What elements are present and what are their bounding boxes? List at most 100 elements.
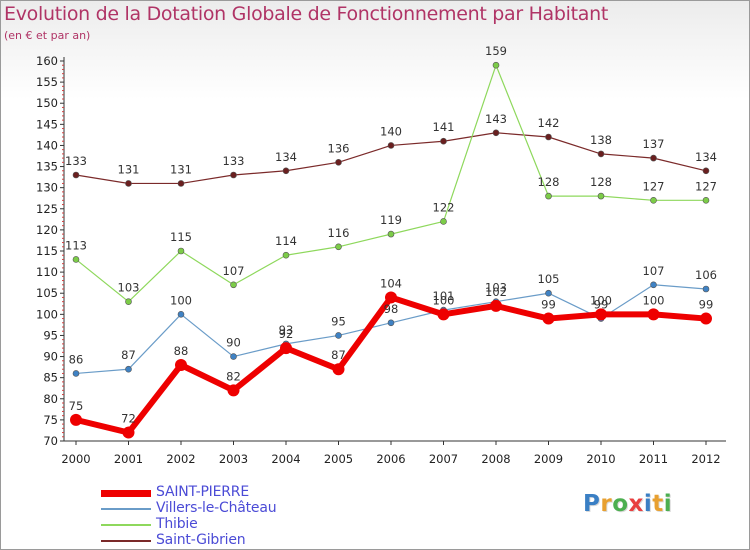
data-point[interactable] [490, 299, 502, 312]
data-point[interactable] [125, 180, 132, 187]
x-tick-label: 2012 [691, 452, 720, 466]
data-point[interactable] [177, 247, 185, 255]
data-point[interactable] [385, 291, 397, 304]
data-point[interactable] [387, 319, 395, 327]
x-tick-label: 2004 [271, 452, 300, 466]
data-label: 127 [695, 179, 717, 193]
y-tick-label: 140 [36, 138, 58, 152]
legend-label: Villers-le-Château [156, 500, 277, 516]
data-label: 95 [331, 314, 346, 328]
data-point[interactable] [702, 285, 710, 293]
data-label: 114 [275, 234, 297, 248]
x-tick-label: 2007 [429, 452, 458, 466]
data-point[interactable] [387, 230, 395, 238]
y-tick-label: 70 [43, 434, 58, 448]
data-point[interactable] [542, 312, 555, 325]
data-label: 131 [118, 162, 140, 176]
data-point[interactable] [387, 142, 395, 149]
data-point[interactable] [335, 243, 342, 251]
legend-label: Thibie [156, 516, 198, 532]
data-label: 133 [65, 154, 87, 168]
data-point[interactable] [280, 342, 292, 355]
data-point[interactable] [177, 180, 185, 187]
data-point[interactable] [597, 192, 605, 200]
legend-label: SAINT-PIERRE [156, 484, 249, 500]
logo-letter: i [643, 491, 653, 517]
data-point[interactable] [437, 308, 450, 321]
proxiti-logo: Proxiti [583, 491, 672, 517]
data-label: 140 [380, 124, 402, 138]
data-label: 141 [433, 120, 455, 134]
data-point[interactable] [230, 353, 237, 360]
data-label: 72 [121, 412, 136, 426]
series-layer [70, 61, 712, 439]
data-point[interactable] [177, 311, 185, 318]
y-tick-label: 75 [43, 413, 58, 427]
data-point[interactable] [650, 154, 657, 162]
data-point[interactable] [175, 359, 187, 371]
data-label: 128 [538, 175, 560, 189]
logo-letter: P [583, 491, 601, 517]
data-point[interactable] [332, 363, 345, 376]
x-tick-label: 2008 [481, 452, 510, 466]
y-tick-label: 100 [36, 307, 58, 321]
data-point[interactable] [492, 129, 500, 137]
series-saint-pierre [70, 291, 712, 439]
data-point[interactable] [227, 384, 240, 397]
data-label: 87 [121, 348, 136, 362]
legend-swatch [101, 490, 151, 497]
data-point[interactable] [440, 218, 447, 225]
y-tick-label: 130 [36, 181, 58, 195]
y-tick-label: 85 [43, 371, 58, 385]
data-label: 93 [279, 323, 294, 337]
data-point[interactable] [72, 370, 80, 377]
x-tick-label: 2011 [639, 452, 668, 466]
data-point[interactable] [545, 289, 552, 297]
data-point[interactable] [335, 159, 342, 166]
data-label: 137 [643, 137, 665, 151]
data-label: 87 [331, 348, 346, 362]
data-label: 113 [65, 238, 87, 252]
data-label: 143 [485, 112, 507, 126]
data-label: 119 [380, 213, 402, 227]
data-label: 115 [170, 230, 192, 244]
data-label: 134 [695, 150, 717, 164]
data-point[interactable] [440, 137, 447, 145]
logo-letter: r [600, 491, 613, 517]
data-point[interactable] [650, 197, 657, 204]
data-point[interactable] [595, 308, 607, 321]
chart-subtitle: (en € et par an) [4, 29, 91, 42]
data-label: 131 [170, 162, 192, 176]
data-point[interactable] [72, 171, 80, 179]
data-point[interactable] [70, 413, 82, 426]
data-label: 142 [538, 116, 560, 130]
data-point[interactable] [125, 365, 132, 373]
data-point[interactable] [492, 61, 500, 69]
data-point[interactable] [700, 312, 712, 325]
legend-swatch [101, 524, 151, 526]
data-point[interactable] [122, 426, 135, 439]
x-tick-label: 2005 [324, 452, 353, 466]
data-labels-layer: 133 131 131 133 134 136 140 141 143 142 138 137 134 1… [65, 44, 717, 425]
chart-title: Evolution de la Dotation Globale de Fonc… [4, 3, 609, 25]
x-tick-label: 2006 [376, 452, 405, 466]
data-point[interactable] [282, 167, 290, 175]
data-point[interactable] [230, 281, 237, 289]
data-point[interactable] [282, 251, 290, 259]
data-point[interactable] [545, 133, 552, 141]
data-point[interactable] [702, 167, 710, 175]
data-label: 100 [643, 293, 665, 307]
data-point[interactable] [597, 150, 605, 158]
data-point[interactable] [545, 192, 552, 200]
data-point[interactable] [125, 298, 132, 305]
data-point[interactable] [702, 197, 710, 204]
y-tick-label: 150 [36, 96, 58, 110]
data-point[interactable] [650, 281, 657, 289]
data-point[interactable] [72, 256, 80, 263]
data-point[interactable] [230, 171, 237, 179]
data-point[interactable] [647, 308, 660, 321]
x-tick-label: 2010 [586, 452, 615, 466]
data-point[interactable] [335, 332, 342, 339]
data-label: 88 [174, 344, 189, 358]
